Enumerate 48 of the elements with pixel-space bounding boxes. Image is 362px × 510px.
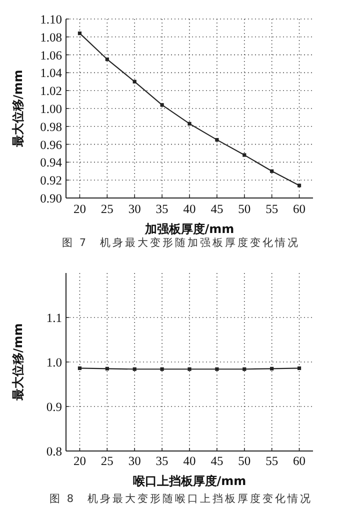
y-axis-title: 最大位移/mm bbox=[11, 70, 25, 148]
point bbox=[188, 122, 192, 126]
point bbox=[297, 184, 302, 188]
x-tick-label: 50 bbox=[238, 202, 251, 216]
y-tick-label: 1.00 bbox=[40, 102, 62, 116]
y-tick-label: 1.06 bbox=[40, 48, 62, 62]
x-tick-label: 20 bbox=[73, 202, 86, 216]
x-tick-label: 55 bbox=[266, 202, 278, 216]
x-tick-label: 55 bbox=[266, 454, 278, 468]
y-tick-label: 1.0 bbox=[46, 356, 62, 370]
y-axis-title: 最大位移/mm bbox=[11, 323, 25, 402]
x-tick-label: 35 bbox=[156, 454, 168, 468]
x-tick-label: 30 bbox=[128, 202, 141, 216]
y-tick-label: 0.8 bbox=[46, 444, 62, 458]
y-tick-label: 0.96 bbox=[40, 138, 62, 152]
point bbox=[242, 153, 246, 157]
x-tick-label: 50 bbox=[238, 454, 251, 468]
point bbox=[270, 169, 274, 173]
y-tick-label: 0.90 bbox=[40, 192, 62, 206]
y-tick-label: 0.98 bbox=[40, 120, 62, 134]
y-tick-label: 1.08 bbox=[40, 30, 62, 44]
x-tick-label: 35 bbox=[156, 202, 168, 216]
y-tick-label: 0.94 bbox=[40, 156, 63, 170]
y-tick-label: 1.04 bbox=[40, 66, 63, 80]
x-tick-label: 60 bbox=[293, 454, 306, 468]
x-tick-label: 45 bbox=[210, 202, 224, 216]
point bbox=[215, 138, 219, 142]
point bbox=[78, 32, 82, 36]
point bbox=[132, 80, 136, 84]
x-tick-label: 25 bbox=[100, 202, 114, 216]
y-tick-label: 1.10 bbox=[40, 12, 62, 26]
x-tick-label: 40 bbox=[183, 202, 196, 216]
x-axis-title: 加强板厚度/mm bbox=[144, 222, 234, 236]
caption: 图 8 机身最大变形随喉口上挡板厚度变化情况 bbox=[49, 492, 313, 505]
x-axis-title: 喉口上挡板厚度/mm bbox=[132, 474, 246, 488]
point bbox=[160, 103, 164, 107]
x-tick-label: 45 bbox=[210, 454, 224, 468]
caption: 图 7 机身最大变形随加强板厚度变化情况 bbox=[62, 236, 300, 249]
x-tick-label: 40 bbox=[183, 454, 196, 468]
y-tick-label: 1.1 bbox=[46, 311, 62, 325]
y-tick-label: 1.02 bbox=[40, 84, 62, 98]
y-tick-label: 0.92 bbox=[40, 174, 62, 188]
x-tick-label: 20 bbox=[73, 454, 86, 468]
x-tick-label: 25 bbox=[100, 454, 114, 468]
x-tick-label: 30 bbox=[128, 454, 141, 468]
point bbox=[105, 57, 109, 62]
y-tick-label: 0.9 bbox=[46, 400, 62, 414]
x-tick-label: 60 bbox=[293, 202, 306, 216]
